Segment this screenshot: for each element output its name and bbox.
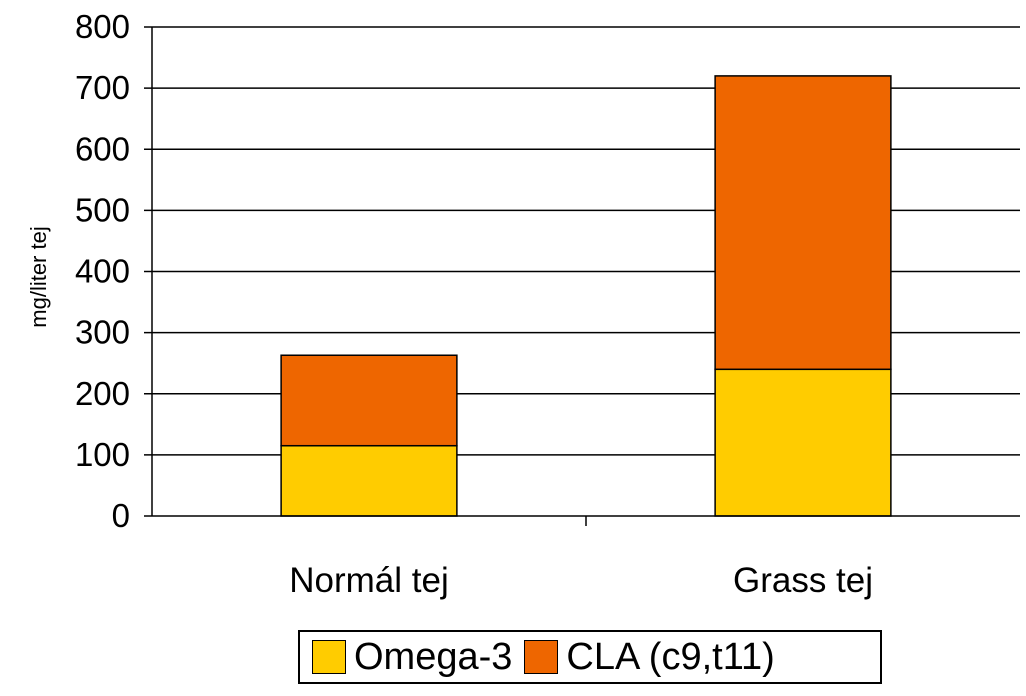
legend: Omega-3 CLA (c9,t11) bbox=[298, 630, 882, 684]
y-tick-label-600: 600 bbox=[75, 130, 130, 167]
bar-omega-3-2 bbox=[714, 368, 892, 517]
y-tick-label-300: 300 bbox=[75, 314, 130, 351]
legend-swatch-cla bbox=[524, 640, 559, 674]
bar-omega-3-1 bbox=[280, 444, 458, 517]
bar-cla-2 bbox=[714, 75, 892, 371]
y-tick-label-500: 500 bbox=[75, 191, 130, 228]
y-tick-label-700: 700 bbox=[75, 69, 130, 106]
y-tick-label-0: 0 bbox=[112, 497, 130, 534]
legend-swatch-omega-3 bbox=[312, 640, 346, 674]
x-tick-label-1: Normál tej bbox=[289, 561, 448, 600]
y-axis-title: mg/liter tej bbox=[26, 226, 51, 327]
legend-label-omega-3: Omega-3 bbox=[354, 635, 513, 678]
y-tick-label-800: 800 bbox=[75, 8, 130, 45]
y-tick-label-100: 100 bbox=[75, 436, 130, 473]
y-tick-label-200: 200 bbox=[75, 375, 130, 412]
legend-item-omega-3: Omega-3 bbox=[312, 636, 512, 679]
legend-label-cla: CLA (c9,t11) bbox=[566, 635, 775, 678]
x-tick-label-2: Grass tej bbox=[733, 561, 873, 600]
bar-cla-1 bbox=[280, 354, 458, 447]
y-tick-label-400: 400 bbox=[75, 253, 130, 290]
legend-item-cla: CLA (c9,t11) bbox=[524, 635, 775, 679]
